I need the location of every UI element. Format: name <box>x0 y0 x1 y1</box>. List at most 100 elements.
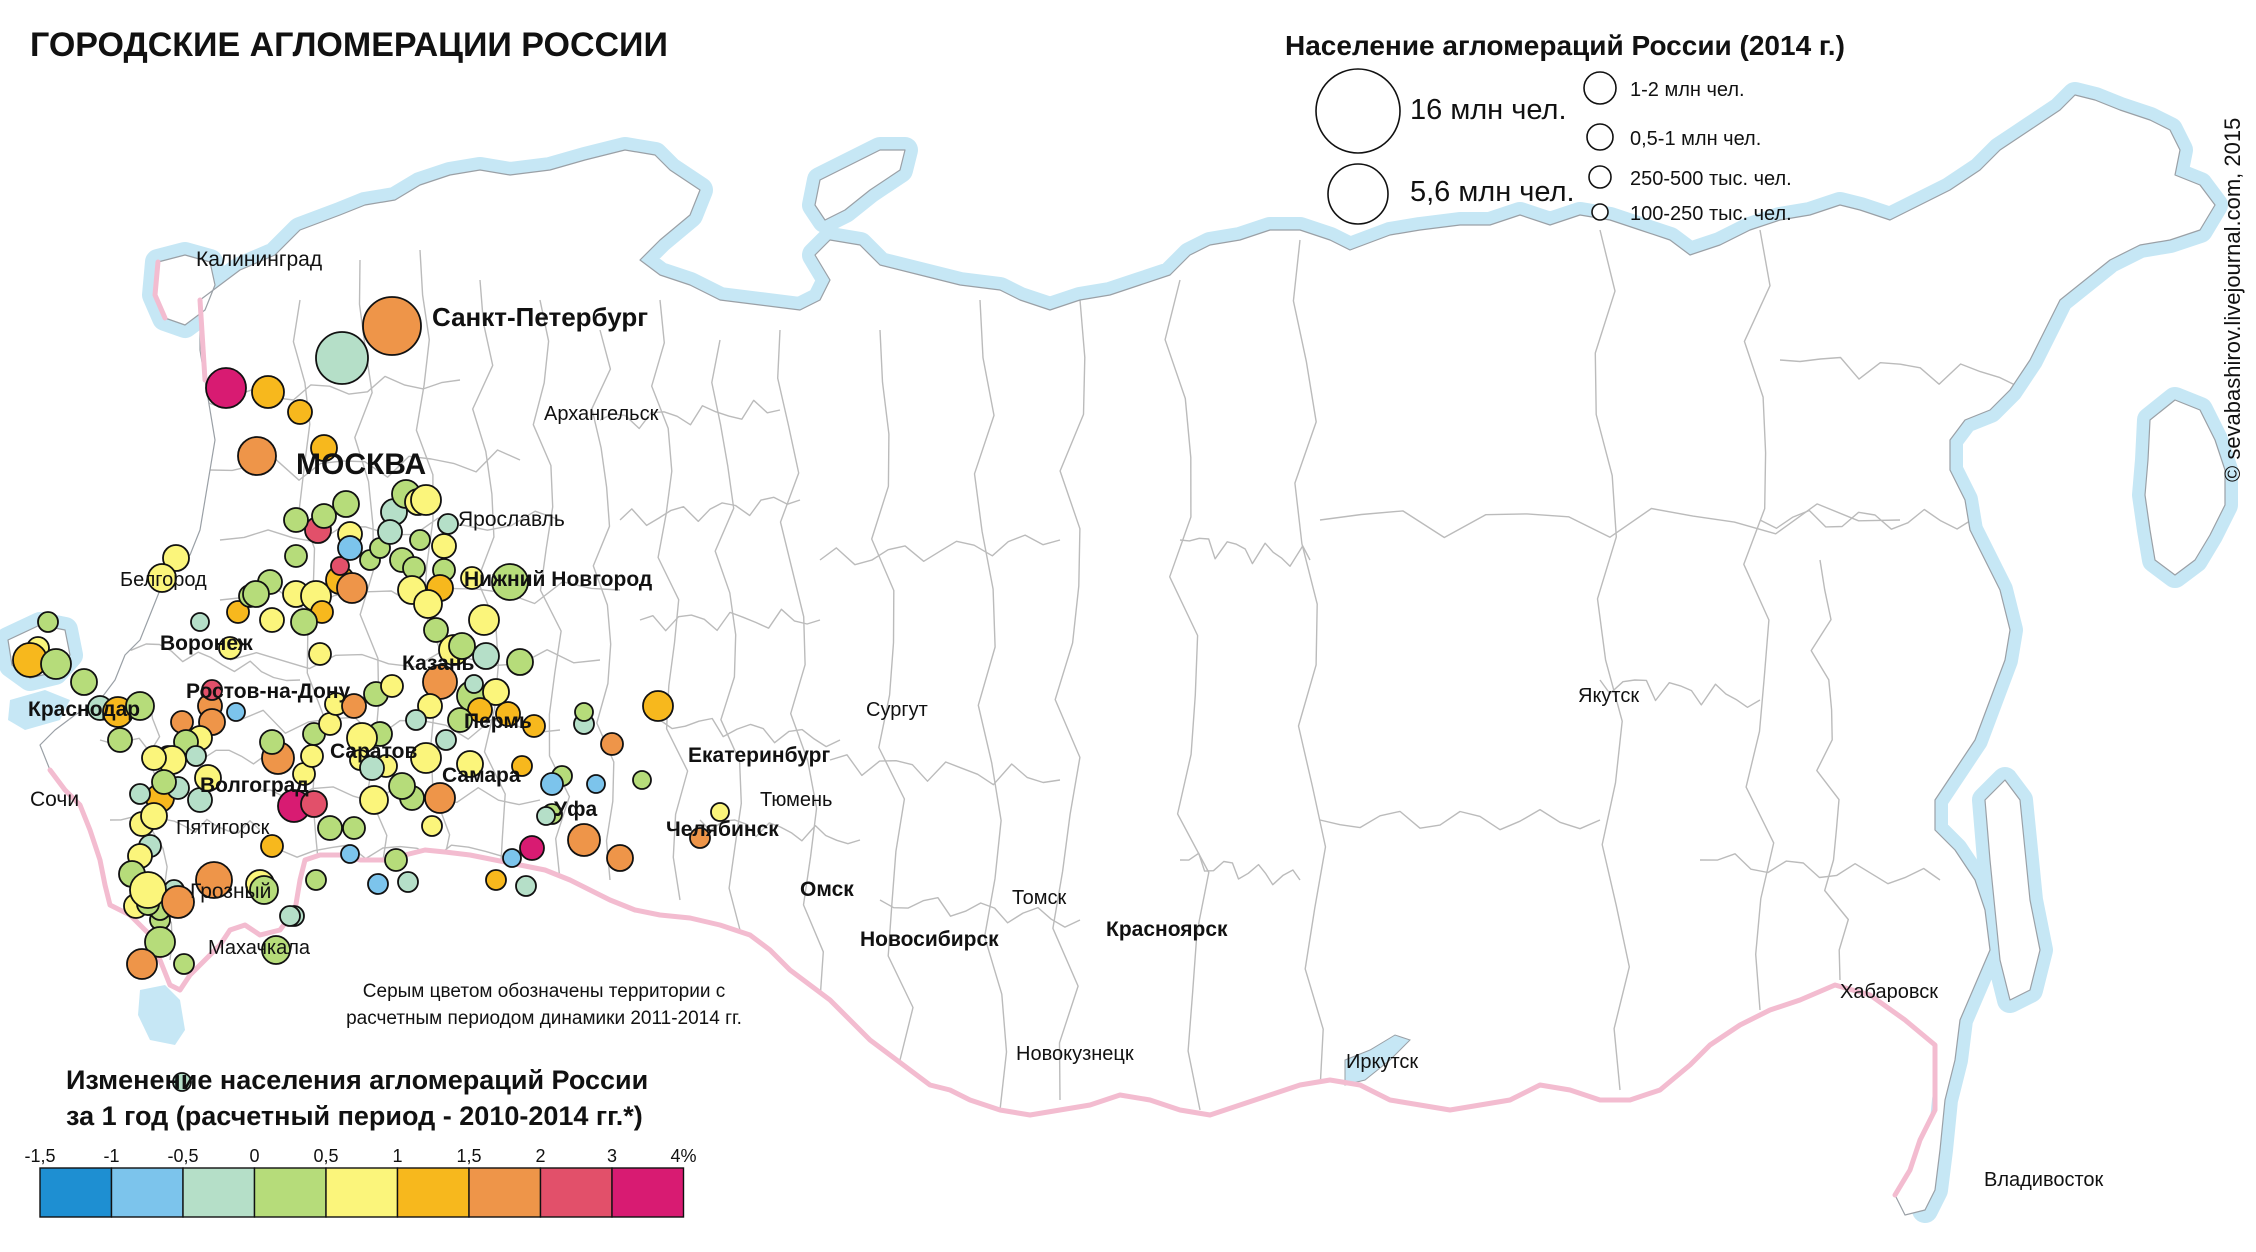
color-legend-swatch <box>325 1167 399 1218</box>
coast-line <box>814 149 906 221</box>
city-label: Новокузнецк <box>1016 1043 1134 1065</box>
city-marker <box>251 375 285 409</box>
coast-line <box>1984 779 2041 1001</box>
color-legend-tick: -1,5 <box>24 1146 55 1166</box>
city-marker <box>431 533 457 559</box>
city-marker <box>332 490 360 518</box>
color-legend-swatch <box>396 1167 470 1218</box>
city-marker <box>417 693 443 719</box>
city-marker <box>259 729 285 755</box>
size-legend-label-1m: 1-2 млн чел. <box>1630 79 1745 101</box>
city-label: Самара <box>442 764 521 787</box>
city-marker <box>305 869 327 891</box>
coast-line <box>2144 399 2226 576</box>
city-marker <box>536 806 556 826</box>
size-legend-circle-100k <box>1591 203 1609 221</box>
city-marker <box>40 648 72 680</box>
region-line <box>279 844 521 860</box>
city-label: Махачкала <box>208 937 311 959</box>
city-marker <box>205 367 247 409</box>
city-label: Новосибирск <box>860 928 999 951</box>
city-marker <box>311 503 337 529</box>
city-marker <box>447 707 473 733</box>
city-marker <box>310 434 338 462</box>
city-marker <box>464 674 484 694</box>
city-marker <box>472 642 500 670</box>
city-marker <box>384 848 408 872</box>
city-marker <box>574 702 594 722</box>
color-legend-swatch <box>611 1167 685 1218</box>
color-legend-tick: -0,5 <box>167 1146 198 1166</box>
city-marker <box>388 772 416 800</box>
city-marker <box>340 844 360 864</box>
note-line-1: Серым цветом обозначены территории с <box>363 981 725 1002</box>
city-marker <box>70 668 98 696</box>
size-legend-title: Население агломераций России (2014 г.) <box>1285 30 1845 61</box>
city-marker <box>448 632 476 660</box>
city-marker <box>522 714 546 738</box>
region-line <box>711 339 742 931</box>
city-marker <box>342 816 366 840</box>
city-marker <box>172 1072 192 1092</box>
city-marker <box>397 871 419 893</box>
city-marker <box>107 727 133 753</box>
city-marker <box>161 885 195 919</box>
city-label: Екатеринбург <box>688 744 831 767</box>
size-legend-label-5m: 5,6 млн чел. <box>1410 176 1575 208</box>
city-label: Челябинск <box>666 818 779 841</box>
region-line <box>1319 808 1601 831</box>
region-line <box>1319 503 1901 539</box>
color-legend-swatch <box>110 1167 184 1218</box>
russia-land <box>40 95 2215 1215</box>
region-line <box>1594 229 1630 1091</box>
region-line <box>1779 356 2061 388</box>
city-marker <box>190 612 210 632</box>
color-legend-tick: 3 <box>607 1146 617 1166</box>
city-marker <box>642 690 674 722</box>
color-legend-title-1: Изменение населения агломераций России <box>66 1065 648 1095</box>
color-legend-tick: 4% <box>670 1146 696 1166</box>
color-legend: Изменение населения агломераций России з… <box>24 1065 697 1218</box>
city-marker <box>567 823 601 857</box>
size-legend-circle-5m <box>1327 163 1389 225</box>
city-marker <box>300 790 328 818</box>
city-marker <box>287 399 313 425</box>
city-marker <box>377 519 403 545</box>
color-legend-swatch <box>253 1167 327 1218</box>
region-line <box>651 299 689 901</box>
city-marker <box>359 785 389 815</box>
city-marker <box>147 563 177 593</box>
city-marker <box>632 770 652 790</box>
region-line <box>1292 239 1327 1091</box>
city-marker <box>468 604 500 636</box>
region-line <box>1179 852 1301 886</box>
region-line <box>777 329 824 1001</box>
city-markers <box>12 296 730 1092</box>
city-label: Уфа <box>554 798 597 821</box>
color-legend-ticks: -1,5 -1 -0,5 0 0,5 1 1,5 2 3 4% <box>24 1146 696 1166</box>
city-marker <box>515 875 537 897</box>
region-line <box>1599 679 1761 708</box>
city-marker <box>308 642 332 666</box>
city-marker <box>261 935 291 965</box>
city-marker <box>606 844 634 872</box>
color-legend-tick: 1,5 <box>456 1146 481 1166</box>
city-marker <box>413 589 443 619</box>
region-line <box>819 534 1061 566</box>
city-marker <box>519 835 545 861</box>
city-marker <box>126 948 158 980</box>
color-legend-tick: 0,5 <box>313 1146 338 1166</box>
city-labels: Санкт-Петербург МОСКВА Калининград Архангел… <box>28 248 2104 1191</box>
city-marker <box>710 802 730 822</box>
city-label: Саратов <box>330 740 417 763</box>
city-marker <box>151 769 177 795</box>
size-legend-circle-250k <box>1588 165 1612 189</box>
color-legend-tick: 2 <box>535 1146 545 1166</box>
city-marker <box>495 701 521 727</box>
region-line <box>1164 279 1210 1111</box>
color-legend-swatches <box>39 1167 685 1218</box>
city-marker <box>491 563 529 601</box>
city-marker <box>485 869 507 891</box>
city-label: Хабаровск <box>1840 981 1938 1003</box>
city-marker <box>337 535 363 561</box>
